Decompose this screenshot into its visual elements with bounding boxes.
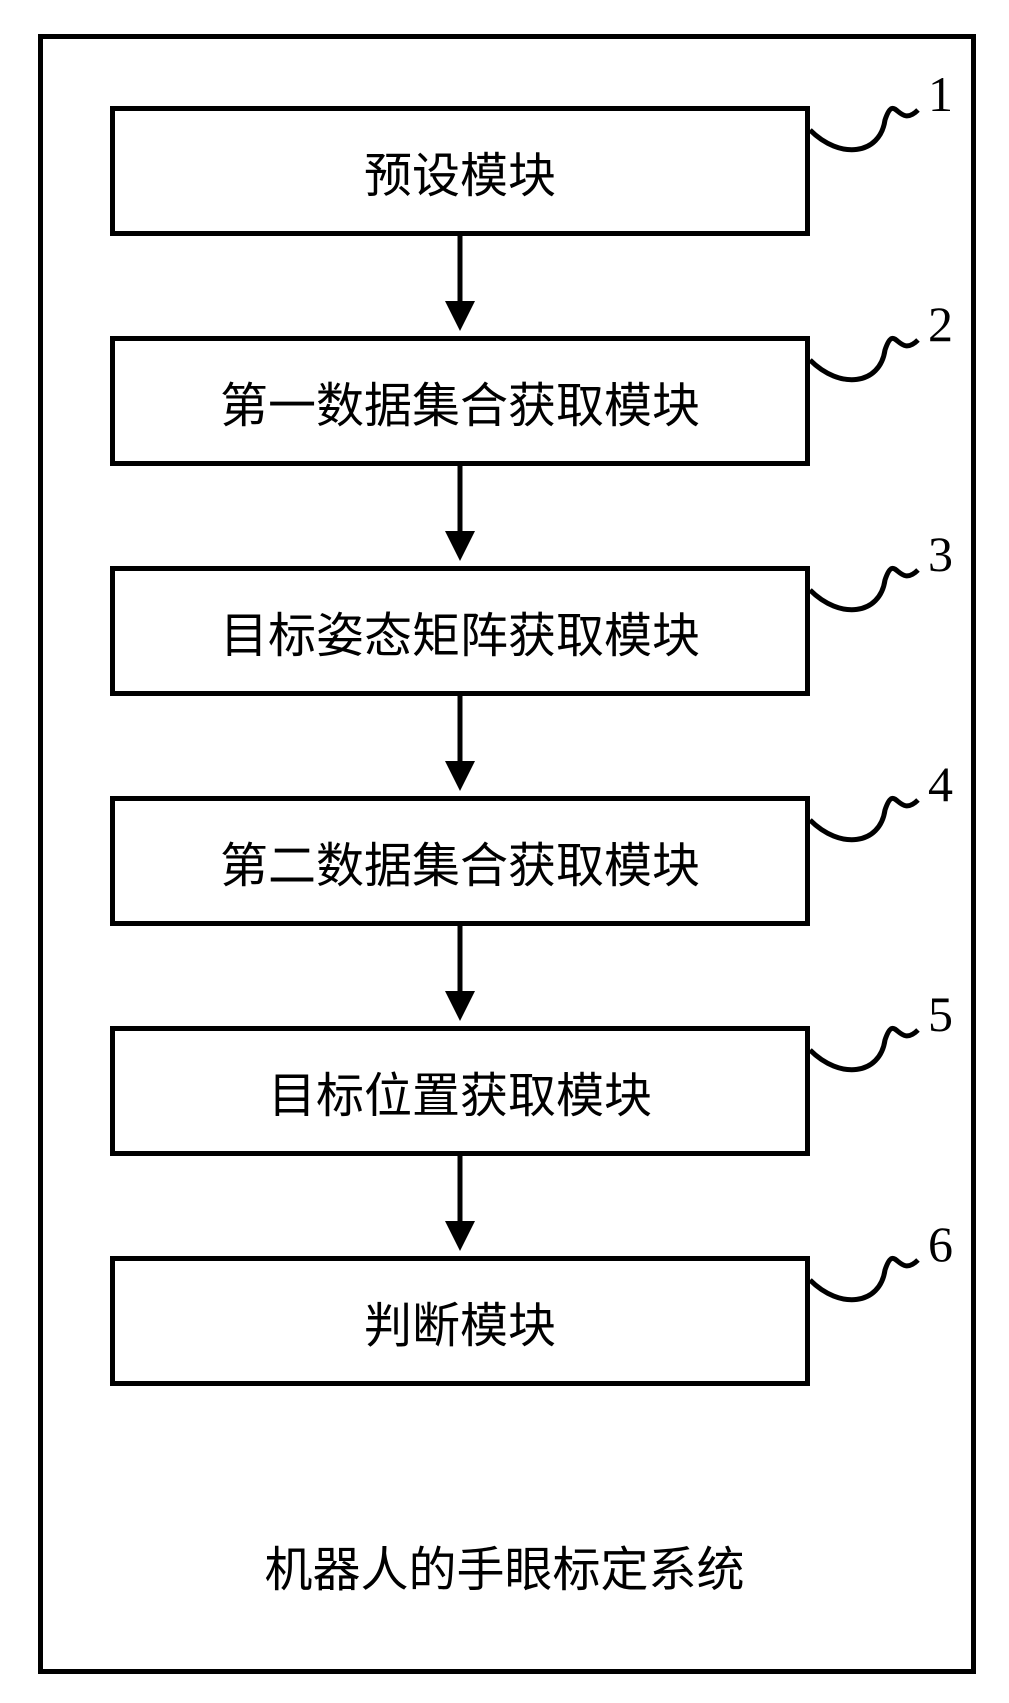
flow-node: 目标姿态矩阵获取模块: [110, 566, 810, 696]
callout-number: 1: [928, 65, 953, 123]
flow-node: 第二数据集合获取模块: [110, 796, 810, 926]
flow-node-label: 第一数据集合获取模块: [220, 366, 700, 436]
callout-number: 3: [928, 525, 953, 583]
flow-node-label: 目标位置获取模块: [268, 1056, 652, 1126]
flow-node: 第一数据集合获取模块: [110, 336, 810, 466]
flow-node: 目标位置获取模块: [110, 1026, 810, 1156]
flow-node-label: 判断模块: [364, 1286, 556, 1356]
flow-node: 预设模块: [110, 106, 810, 236]
callout-number: 4: [928, 755, 953, 813]
flow-node-label: 预设模块: [364, 136, 556, 206]
callout-number: 5: [928, 985, 953, 1043]
flow-node-label: 目标姿态矩阵获取模块: [220, 596, 700, 666]
flow-node: 判断模块: [110, 1256, 810, 1386]
callout-number: 6: [928, 1215, 953, 1273]
diagram-root: 机器人的手眼标定系统 预设模块第一数据集合获取模块目标姿态矩阵获取模块第二数据集…: [0, 0, 1009, 1703]
flow-node-label: 第二数据集合获取模块: [220, 826, 700, 896]
callout-number: 2: [928, 295, 953, 353]
diagram-title: 机器人的手眼标定系统: [0, 1530, 1009, 1600]
